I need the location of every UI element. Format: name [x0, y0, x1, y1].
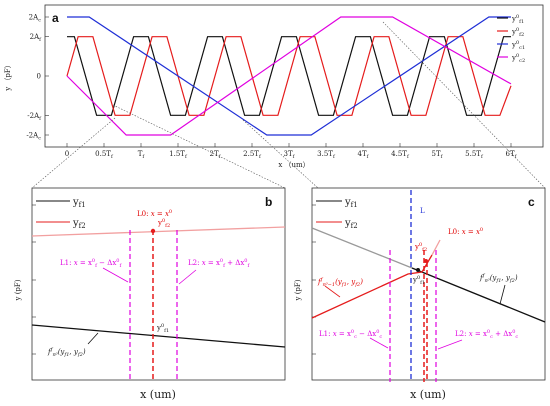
panel-a-frame	[44, 4, 544, 148]
panel-a: a 2Ac 2Af 0 -2Af -2Ac 0 0.5Tf Tf 1.5Tf 2Tf 2.5Tf 3…	[4, 4, 544, 169]
panel-c-point-f1	[416, 268, 420, 272]
panel-c-L2-label: L2: x = x0c + Δx0c	[455, 329, 518, 340]
x-tick-label: 3Tf	[284, 150, 296, 160]
panel-b-yf2-line	[31, 226, 286, 237]
panel-b-yf1-line	[31, 324, 286, 348]
y-tick-label: -2Af	[27, 112, 42, 122]
panel-c-L1-label: L1: x = x0c − Δx0c	[319, 329, 382, 340]
panel-a-xlabel: x （um）	[278, 161, 309, 169]
legend-label-c1: y0c1	[511, 40, 525, 51]
series-line-y0c1	[67, 16, 511, 136]
panel-c-ylabel: y (pF)	[294, 279, 302, 301]
legend-label-f2: y0f2	[511, 27, 524, 38]
panel-b-frame	[31, 187, 286, 381]
panel-a-x-ticks: 0 0.5Tf Tf 1.5Tf 2Tf 2.5Tf 3Tf 3.5Tf 4Tf 4.5Tf 5Tf…	[65, 143, 518, 160]
panel-c-yf1-left	[311, 227, 413, 269]
connector-c-left	[242, 119, 319, 189]
x-tick-label: 3.5Tf	[317, 150, 336, 160]
panel-b-y-ticks	[32, 204, 36, 355]
panel-b-xlabel: x (um)	[140, 388, 176, 401]
panel-c-point-f2	[424, 259, 428, 263]
panel-b-L2-arrow	[178, 269, 197, 285]
panel-b-fn-arrow	[87, 332, 99, 345]
panel-c: c yf1 yf2 L L0: x = x0 y0f2 y0f1 ffn⁰−1(…	[294, 187, 546, 401]
panel-b-label: b	[265, 195, 272, 209]
panel-c-fn1-label: ffn⁰−1(yf1, yf2)	[317, 277, 363, 288]
panel-b-yf2-label: y0f2	[157, 218, 170, 229]
panel-c-L1-arrow	[369, 337, 389, 349]
panel-b-L1-arrow	[102, 267, 129, 283]
y-tick-label: 0	[37, 73, 41, 81]
panel-c-yf1-label: y0f1	[412, 275, 425, 286]
panel-c-L0-label: L0: x = x0	[448, 227, 483, 236]
panel-b: b yf1 yf2 L0: x = x0 y0f2 L1: x = x0f − …	[14, 187, 286, 401]
zoom-connectors	[31, 21, 546, 189]
x-tick-label: 4Tf	[358, 150, 370, 160]
panel-c-fn-label: ffn⁰(yf1, yf2)	[479, 273, 518, 284]
x-tick-label: 5.5Tf	[465, 150, 484, 160]
x-tick-label: 4.5Tf	[391, 150, 410, 160]
panel-c-fn1-arrow	[324, 285, 341, 298]
panel-a-legend: y0f1 y0f2 y0c1 y0c2	[497, 14, 525, 64]
legend-label-c2: y0c2	[511, 53, 525, 64]
x-tick-label: 0.5Tf	[95, 150, 114, 160]
panel-b-L0-label: L0: x = x0	[137, 209, 172, 218]
panel-c-L-label: L	[420, 207, 425, 215]
connector-b-left	[31, 117, 116, 189]
x-tick-label: Tf	[138, 150, 146, 160]
x-tick-label: 5Tf	[432, 150, 444, 160]
panel-a-label: a	[52, 11, 59, 25]
x-tick-label: 2Tf	[210, 150, 222, 160]
y-tick-label: 2Ac	[29, 14, 42, 24]
panel-c-label: c	[528, 195, 535, 209]
x-tick-label: 0	[65, 150, 69, 158]
panel-b-yf1-label: y0f1	[156, 323, 169, 334]
x-tick-label: 2.5Tf	[243, 150, 262, 160]
series-line-y0f1	[67, 36, 511, 116]
connector-c-right	[382, 21, 546, 189]
series-line-y0f2	[66, 36, 512, 116]
panel-b-fn-label: ffn⁰(yf1, yf2)	[47, 347, 86, 358]
y-tick-label: 2Af	[30, 33, 43, 43]
connector-b-right	[112, 104, 286, 189]
panel-b-L1-label: L1: x = x0f − Δx0f	[60, 258, 122, 269]
panel-a-series	[66, 16, 512, 136]
panel-c-yf2-label: y0f2	[414, 242, 427, 253]
y-tick-label: -2Ac	[26, 132, 41, 142]
panel-a-y-ticks: 2Ac 2Af 0 -2Af -2Ac	[26, 14, 49, 142]
panel-b-point-f2	[150, 228, 156, 234]
panel-c-yf2-faint	[431, 239, 441, 256]
x-tick-label: 6Tf	[506, 150, 518, 160]
panel-b-ylabel: y (pF)	[14, 279, 22, 301]
panel-c-yf1-right	[411, 267, 546, 323]
panel-c-L2-arrow	[437, 339, 463, 350]
panel-c-xlabel: x (um)	[410, 388, 446, 401]
legend-label-f1: y0f1	[511, 14, 524, 25]
panel-a-ylabel: y （pF）	[4, 61, 12, 92]
panel-b-L2-label: L2: x = x0f + Δx0f	[188, 258, 250, 269]
panel-c-fn-arrow	[499, 284, 506, 305]
panel-c-frame	[311, 187, 546, 381]
series-line-y0c2	[66, 16, 512, 136]
x-tick-label: 1.5Tf	[169, 150, 188, 160]
